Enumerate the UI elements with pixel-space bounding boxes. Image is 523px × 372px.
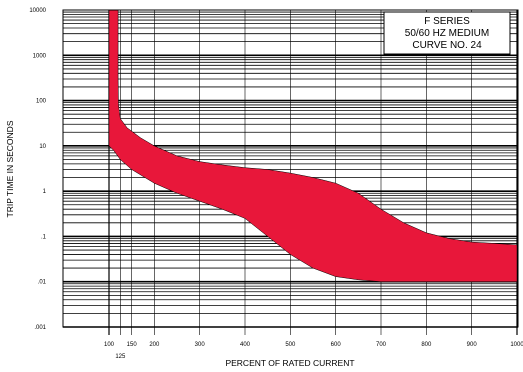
x-tick-label: 200	[149, 342, 160, 348]
y-tick-labels: 10000 1000 100 10 1 .1 .01 .001	[29, 8, 46, 331]
x-tick-label: 150	[127, 342, 138, 348]
frequency-title: 50/60 HZ MEDIUM	[405, 28, 489, 39]
y-axis-title: TRIP TIME IN SECONDS	[5, 120, 15, 217]
x-tick-label: 100	[104, 342, 115, 348]
x-tick-label: 600	[331, 342, 342, 348]
x-tick-label: 1000	[510, 342, 523, 348]
curve-info-box	[383, 11, 511, 55]
y-tick-label: 10000	[29, 8, 46, 14]
trip-band	[108, 9, 518, 282]
x-tick-label: 900	[467, 342, 478, 348]
y-tick-label: .1	[41, 234, 47, 240]
x-tick-label: 500	[285, 342, 296, 348]
x-tick-label: 400	[240, 342, 251, 348]
plot-frame	[62, 9, 519, 328]
x-tick-label: 125	[115, 354, 126, 360]
y-tick-label: .01	[38, 280, 47, 286]
x-tick-label: 800	[421, 342, 432, 348]
y-tick-label: 100	[36, 99, 47, 105]
y-tick-label: 1000	[33, 53, 47, 59]
x-axis-title: PERCENT OF RATED CURRENT	[225, 358, 354, 368]
series-title: F SERIES	[424, 16, 470, 27]
y-tick-label: .001	[34, 325, 46, 331]
x-tick-label: 700	[376, 342, 387, 348]
curve-number-title: CURVE NO. 24	[412, 40, 482, 51]
y-tick-label: 1	[43, 189, 47, 195]
y-tick-label: 10	[39, 144, 46, 150]
x-tick-label: 300	[195, 342, 206, 348]
